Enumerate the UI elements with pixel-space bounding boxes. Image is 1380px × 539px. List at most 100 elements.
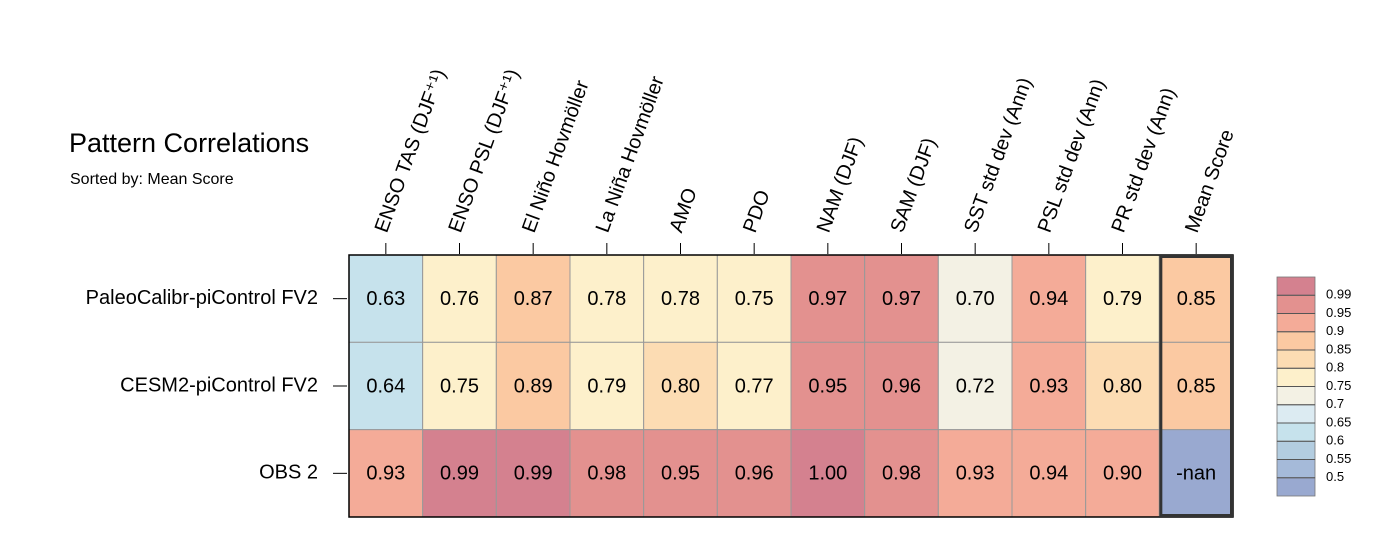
heatmap-cell — [1011, 341, 1087, 431]
cell-label: 0.93 — [1029, 375, 1068, 397]
cell-label: 0.98 — [587, 463, 626, 485]
heatmap-cell — [1158, 254, 1234, 343]
cell-label: 0.90 — [1103, 463, 1142, 485]
row-label: CESM2-piControl FV2 — [120, 374, 318, 396]
colorbar-segment — [1276, 313, 1316, 333]
cell-label: 0.76 — [440, 288, 479, 310]
column-label: PR std dev (Ann) — [1107, 85, 1180, 236]
column-label: SST std dev (Ann) — [960, 75, 1036, 236]
cell-label: 0.93 — [366, 463, 405, 485]
colorbar-label: 0.75 — [1326, 378, 1351, 393]
cell-label: -nan — [1176, 463, 1216, 485]
heatmap-cell — [1011, 254, 1087, 343]
heatmap-cell — [937, 341, 1013, 431]
colorbar-segment — [1276, 459, 1316, 479]
cell-label: 0.89 — [514, 375, 553, 397]
cell-label: 0.97 — [808, 288, 847, 310]
colorbar-label: 0.65 — [1326, 414, 1351, 429]
colorbar-segment — [1276, 331, 1316, 351]
column-label: PDO — [739, 187, 774, 235]
heatmap-cell — [569, 341, 645, 431]
cell-label: 0.96 — [735, 463, 774, 485]
cell-label: 0.75 — [735, 288, 774, 310]
row-label: PaleoCalibr-piControl FV2 — [86, 287, 318, 309]
cell-label: 0.85 — [1177, 288, 1216, 310]
cell-label: 0.94 — [1029, 463, 1068, 485]
colorbar-label: 0.7 — [1326, 396, 1344, 411]
row-label: OBS 2 — [259, 462, 318, 484]
heatmap-cell — [790, 429, 866, 518]
heatmap-cell — [716, 254, 792, 343]
chart-subtitle: Sorted by: Mean Score — [70, 171, 234, 188]
heatmap-cell — [864, 341, 939, 431]
heatmap-cell — [1085, 254, 1160, 343]
cell-label: 0.97 — [882, 288, 921, 310]
cell-label: 0.72 — [956, 375, 995, 397]
heatmap-cell — [643, 341, 718, 431]
colorbar-label: 0.6 — [1326, 433, 1344, 448]
highlight-column — [1159, 255, 1234, 517]
cell-label: 0.80 — [661, 375, 700, 397]
cell-label: 0.78 — [587, 288, 626, 310]
cell-label: 0.87 — [514, 288, 553, 310]
heatmap-cell — [643, 429, 718, 518]
colorbar-label: 0.9 — [1326, 323, 1344, 338]
column-label: La Niña Hovmöller — [592, 73, 669, 235]
colorbar-segment — [1276, 294, 1316, 314]
cell-label: 1.00 — [808, 463, 847, 485]
column-label: NAM (DJF) — [813, 134, 868, 235]
cell-label: 0.80 — [1103, 375, 1142, 397]
heatmap-cell — [495, 341, 571, 431]
heatmap-cell — [422, 341, 497, 431]
cell-label: 0.96 — [882, 375, 921, 397]
column-label: ENSO TAS (DJF⁺¹) — [371, 66, 451, 235]
colorbar-label: 0.55 — [1326, 451, 1351, 466]
cell-label: 0.63 — [366, 288, 405, 310]
colorbar-segment — [1276, 477, 1316, 497]
colorbar-segment — [1276, 422, 1316, 442]
colorbar-segment — [1276, 404, 1316, 424]
column-label: El Niño Hovmöller — [518, 77, 594, 235]
colorbar-label: 0.8 — [1326, 360, 1344, 375]
cell-label: 0.75 — [440, 375, 479, 397]
heatmap-cell — [716, 429, 792, 518]
colorbar-label: 0.95 — [1326, 305, 1351, 320]
column-label: SAM (DJF) — [886, 135, 940, 235]
cell-label: 0.77 — [735, 375, 774, 397]
cell-label: 0.93 — [956, 463, 995, 485]
cell-label: 0.95 — [808, 375, 847, 397]
column-label: ENSO PSL (DJF⁺¹) — [444, 66, 524, 235]
heatmap-cell — [348, 429, 424, 518]
heatmap-cell — [1158, 429, 1234, 518]
column-label: Mean Score — [1181, 127, 1239, 236]
heatmap-cell — [1085, 429, 1160, 518]
heatmap-cell — [716, 341, 792, 431]
colorbar-segment — [1276, 276, 1316, 296]
cell-label: 0.79 — [1103, 288, 1142, 310]
column-label: PSL std dev (Ann) — [1034, 76, 1110, 235]
cell-label: 0.78 — [661, 288, 700, 310]
cell-label: 0.95 — [661, 463, 700, 485]
heatmap-cell — [1158, 341, 1234, 431]
cell-label: 0.64 — [366, 375, 405, 397]
colorbar-segment — [1276, 386, 1316, 406]
cell-label: 0.94 — [1029, 288, 1068, 310]
colorbar-segment — [1276, 440, 1316, 460]
colorbar-label: 0.5 — [1326, 469, 1344, 484]
cell-label: 0.99 — [440, 463, 479, 485]
cell-label: 0.98 — [882, 463, 921, 485]
heatmap-cell — [937, 254, 1013, 343]
cell-label: 0.85 — [1177, 375, 1216, 397]
colorbar-label: 0.85 — [1326, 341, 1351, 356]
column-label: AMO — [665, 185, 701, 235]
heatmap-cell — [422, 429, 497, 518]
cell-label: 0.99 — [514, 463, 553, 485]
colorbar-label: 0.99 — [1326, 287, 1351, 302]
colorbar-segment — [1276, 367, 1316, 387]
heatmap-cell — [864, 254, 939, 343]
heatmap-cell — [348, 341, 424, 431]
chart-title: Pattern Correlations — [69, 128, 309, 158]
colorbar-segment — [1276, 349, 1316, 369]
cell-label: 0.79 — [587, 375, 626, 397]
